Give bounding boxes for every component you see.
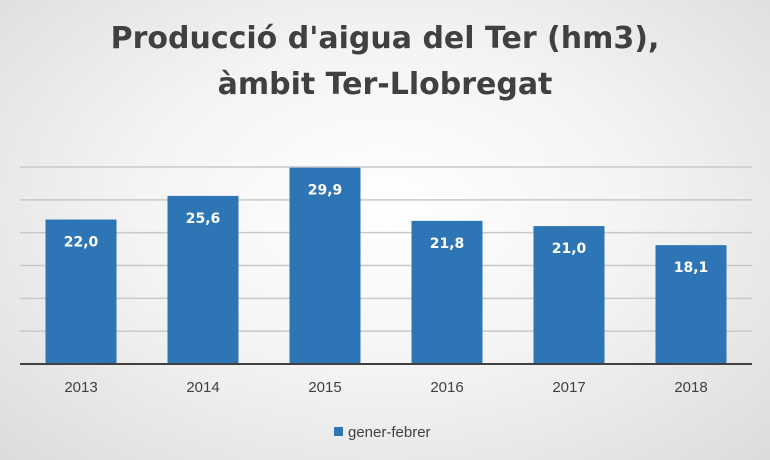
bar-2015	[289, 167, 361, 364]
x-tick-2016: 2016	[430, 379, 463, 396]
bar-2018	[655, 245, 727, 364]
x-tick-2014: 2014	[186, 379, 219, 396]
x-tick-2013: 2013	[64, 379, 97, 396]
data-label-2015: 29,9	[308, 183, 343, 199]
x-tick-2015: 2015	[308, 379, 341, 396]
legend-swatch	[334, 427, 343, 436]
x-tick-2018: 2018	[674, 379, 707, 396]
legend-label: gener-febrer	[348, 424, 431, 441]
data-label-2017: 21,0	[552, 241, 587, 257]
x-tick-2017: 2017	[552, 379, 585, 396]
data-labels: 22,0 25,6 29,9 21,8 21,0 18,1	[64, 183, 709, 276]
data-label-2016: 21,8	[430, 236, 465, 252]
bars	[45, 167, 727, 364]
bar-2016	[411, 220, 483, 364]
data-label-2014: 25,6	[186, 211, 221, 227]
bar-2014	[167, 195, 239, 364]
bar-2013	[45, 219, 117, 364]
chart-title: Producció d'aigua del Ter (hm3),	[111, 21, 660, 56]
legend: gener-febrer	[334, 424, 431, 441]
data-label-2018: 18,1	[674, 260, 709, 276]
chart-subtitle: àmbit Ter-Llobregat	[218, 67, 553, 102]
x-tick-labels: 2013 2014 2015 2016 2017 2018	[64, 379, 707, 396]
bar-2017	[533, 226, 605, 364]
gridlines	[20, 166, 752, 332]
data-label-2013: 22,0	[64, 235, 99, 251]
